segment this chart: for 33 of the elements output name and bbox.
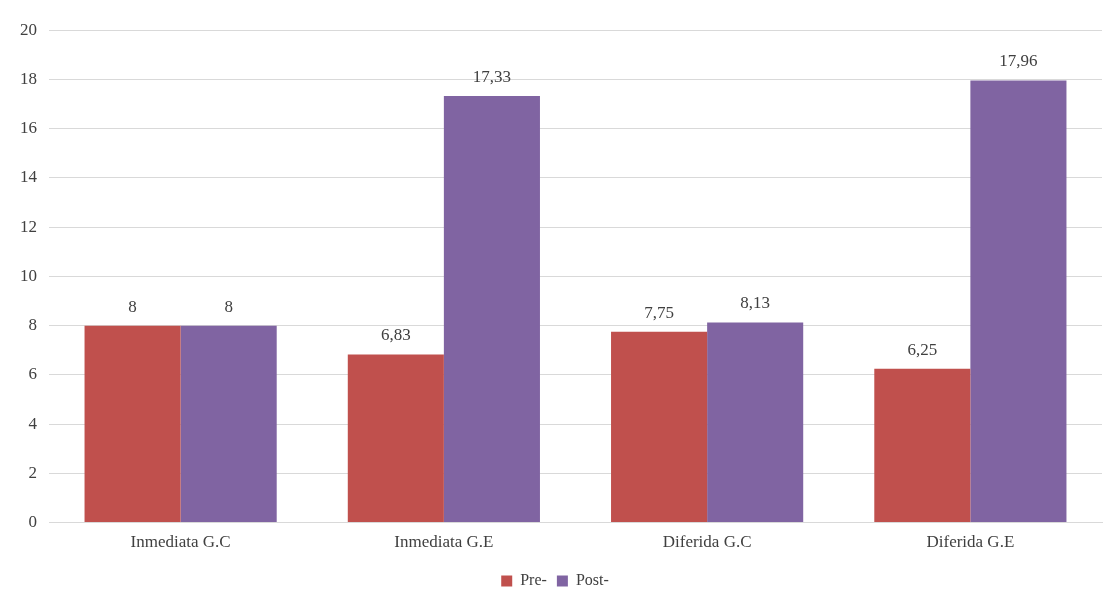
bar — [874, 368, 971, 523]
y-tick-label: 6 — [28, 364, 37, 384]
data-label: 8 — [224, 296, 233, 316]
legend-label: Pre- — [520, 571, 547, 589]
y-tick-label: 16 — [20, 118, 37, 138]
legend-label: Post- — [575, 571, 609, 589]
bar — [611, 331, 708, 523]
bar — [707, 322, 804, 523]
y-tick-label: 8 — [28, 315, 37, 335]
data-label: 6,83 — [380, 325, 411, 345]
bar — [970, 80, 1067, 523]
bar — [443, 95, 540, 523]
y-tick-label: 14 — [20, 167, 38, 187]
y-tick-label: 10 — [20, 265, 37, 285]
data-label: 17,33 — [472, 66, 512, 86]
data-label: 8,13 — [740, 293, 771, 313]
y-tick-label: 18 — [20, 68, 37, 88]
x-tick-label: Diferida G.C — [662, 532, 752, 552]
x-tick-label: Inmediata G.E — [394, 532, 494, 552]
data-label: 8 — [128, 296, 137, 316]
y-tick-label: 0 — [28, 512, 37, 532]
x-tick-label: Diferida G.E — [926, 532, 1015, 552]
data-label: 7,75 — [644, 302, 674, 322]
y-tick-label: 4 — [28, 413, 38, 433]
x-tick-label: Inmediata G.C — [130, 532, 231, 552]
y-tick-label: 20 — [20, 19, 37, 39]
data-label: 17,96 — [999, 51, 1038, 71]
bar — [84, 325, 181, 523]
bar — [180, 325, 277, 523]
y-tick-label: 12 — [20, 216, 37, 236]
y-tick-label: 2 — [28, 462, 37, 482]
data-label: 6,25 — [907, 339, 938, 359]
bar — [347, 354, 444, 523]
